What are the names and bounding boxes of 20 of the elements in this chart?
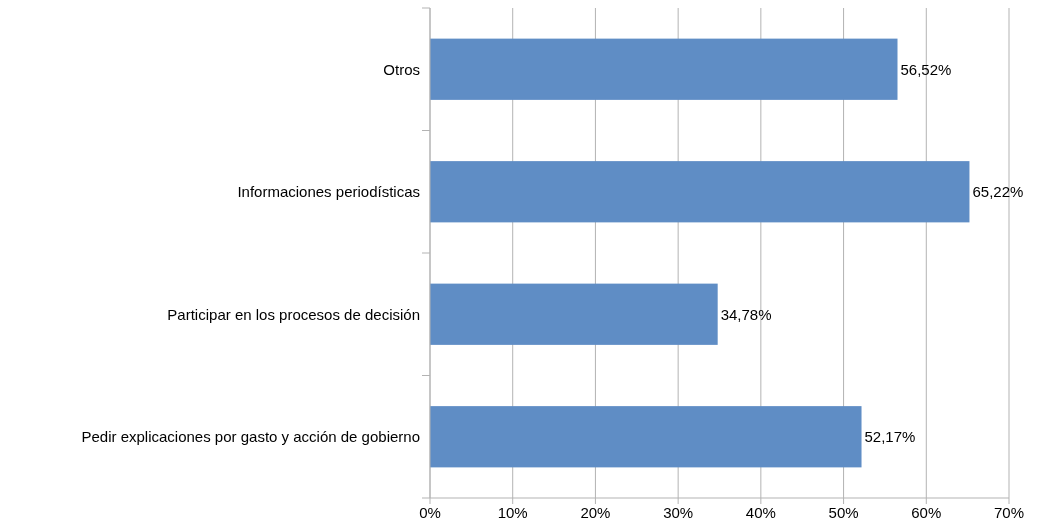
bar: [430, 283, 718, 345]
x-tick-label: 40%: [745, 504, 776, 521]
bar: [430, 406, 862, 468]
y-tick-label: Informaciones periodísticas: [237, 183, 420, 200]
y-tick-label: Otros: [383, 60, 420, 78]
x-tick-label: 10%: [497, 504, 528, 521]
data-label: 34,78%: [720, 305, 772, 323]
data-label: 65,22%: [972, 183, 1024, 200]
x-tick-label: 0%: [419, 504, 441, 521]
data-label: 56,52%: [900, 60, 952, 78]
bar: [430, 38, 898, 100]
x-tick-label: 20%: [580, 504, 611, 521]
x-tick-label: 50%: [828, 504, 859, 521]
x-tick-label: 30%: [663, 504, 694, 521]
data-label: 52,17%: [864, 428, 916, 445]
y-tick-label: Participar en los procesos de decisión: [167, 305, 420, 323]
x-tick-label: 70%: [993, 504, 1025, 521]
x-tick-label: 60%: [911, 504, 942, 521]
bar: [430, 161, 970, 223]
y-tick-label: Pedir explicaciones por gasto y acción de gobierno: [81, 428, 420, 445]
